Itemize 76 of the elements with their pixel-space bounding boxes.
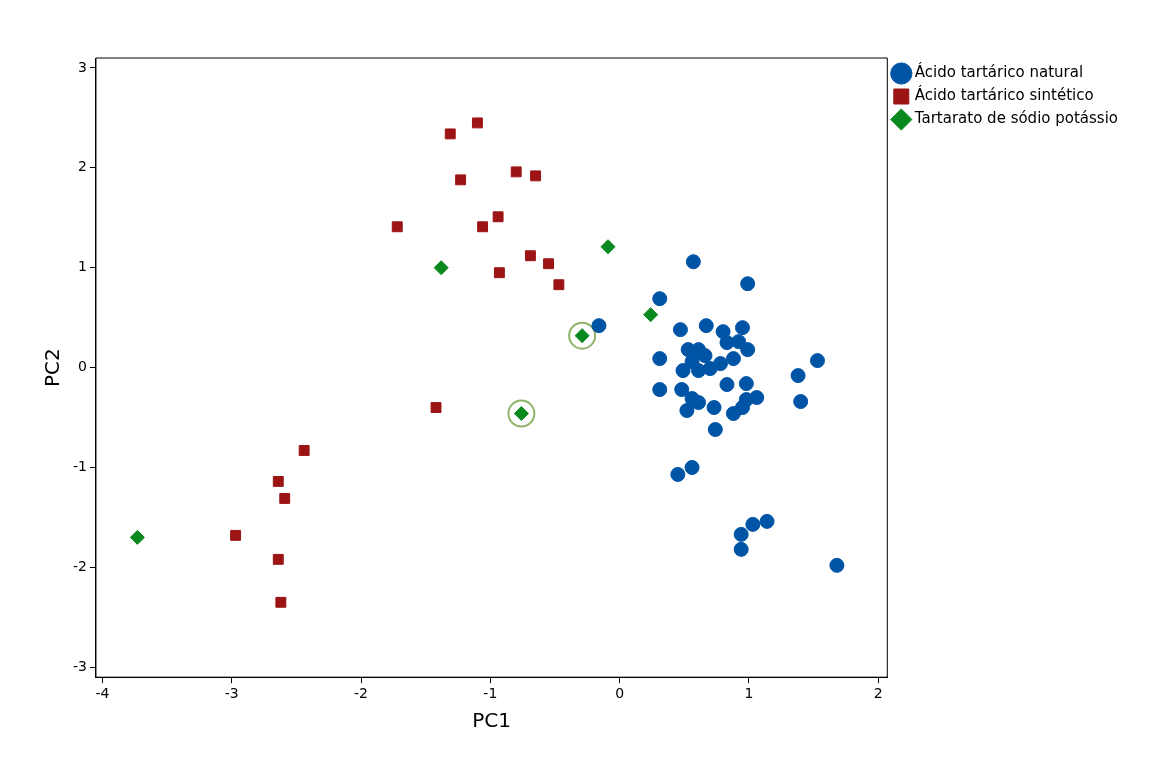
point [684,459,700,475]
y-tick-label: 0 [78,358,87,375]
point [672,322,688,338]
point [493,267,505,279]
point [652,291,668,307]
point [702,361,718,377]
point [670,466,686,482]
point [272,553,284,565]
y-axis-title: PC2 [40,348,65,387]
legend-label: Tartarato de sódio potássio [913,109,1119,128]
point [444,128,456,140]
point [298,445,310,456]
x-tick-label: -1 [483,685,498,702]
point [430,402,442,413]
point [675,363,691,379]
y-tick-label: 1 [78,258,87,275]
point [652,382,668,398]
point [477,221,489,233]
point [790,368,806,384]
point [272,476,284,487]
y-tick-label: 2 [78,158,87,175]
point [471,117,483,129]
point [643,307,659,323]
point [543,258,554,270]
x-tick-label: -4 [95,685,110,702]
point [738,376,754,392]
x-tick-label: 1 [744,685,754,702]
y-tick-label: -2 [72,557,87,574]
point [507,399,536,428]
point [707,422,723,438]
point [279,492,291,504]
legend-label: Ácido tartárico natural [914,62,1084,82]
x-axis-title: PC1 [472,708,512,733]
point [679,403,695,419]
point [553,279,565,291]
point [510,166,522,178]
x-tick-label: -2 [354,685,369,702]
point [524,250,536,262]
point [433,260,449,276]
point [697,348,713,364]
point [391,221,403,233]
point [740,342,756,358]
x-tick-label: 0 [615,685,625,702]
point [455,174,467,186]
x-tick-label: -3 [224,685,239,702]
y-tick-label: 3 [78,58,87,75]
point [591,318,607,334]
point [719,377,735,393]
y-tick-label: -1 [72,458,87,475]
point [698,318,714,334]
point [745,516,761,532]
y-tick-label: -3 [72,657,87,674]
point [275,596,287,608]
point [129,529,145,545]
point [652,351,668,367]
point [733,526,749,542]
point [734,320,750,336]
point [740,276,756,292]
x-tick-label: 2 [873,685,883,702]
point [691,395,707,411]
point [568,321,597,350]
point [492,211,504,223]
point [725,406,741,422]
point [230,529,242,541]
point [733,541,749,557]
point [759,513,775,529]
legend-label: Ácido tartárico sintético [914,85,1094,105]
point [793,394,809,410]
point [685,254,701,270]
point [674,382,690,398]
point [829,557,845,573]
point [706,400,722,416]
point [725,351,741,367]
point [530,170,542,182]
point [600,239,616,255]
point [809,353,825,369]
